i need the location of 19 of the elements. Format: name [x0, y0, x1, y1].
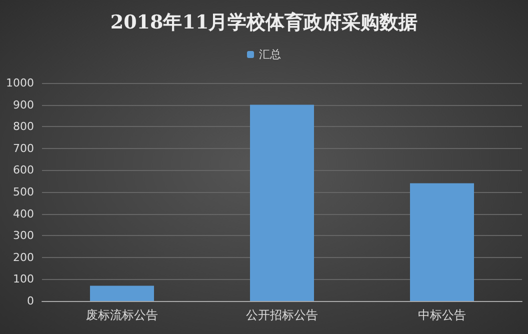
bar — [410, 183, 474, 301]
y-tick-label: 900 — [13, 98, 34, 112]
legend-label: 汇总 — [259, 48, 281, 61]
y-tick-label: 600 — [13, 164, 34, 177]
y-tick-label: 400 — [13, 207, 34, 220]
y-tick-label: 500 — [13, 186, 34, 198]
y-tick-label: 800 — [13, 120, 34, 134]
bar — [90, 286, 154, 301]
bar — [250, 104, 314, 301]
x-tick-label: 废标流标公告 — [86, 308, 158, 322]
y-tick-label: 200 — [13, 250, 34, 264]
y-tick-label: 100 — [13, 272, 34, 286]
y-tick-label: 0 — [27, 294, 34, 308]
y-tick-label: 700 — [13, 142, 34, 155]
x-tick-label: 中标公告 — [418, 308, 466, 322]
x-tick-label: 公开招标公告 — [246, 308, 318, 322]
y-tick-label: 300 — [13, 229, 34, 242]
chart-title: 2018年11月学校体育政府采购数据 — [110, 12, 418, 34]
y-tick-label: 1000 — [6, 76, 34, 90]
